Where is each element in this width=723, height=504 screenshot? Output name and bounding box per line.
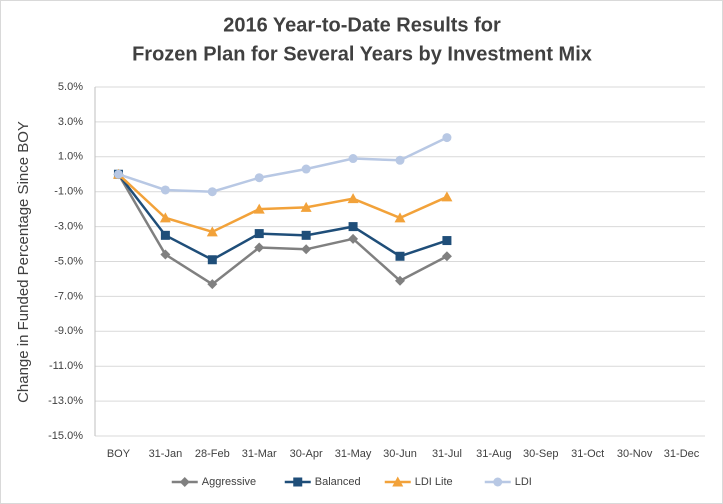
data-point (394, 212, 406, 223)
y-tick-label: -3.0% (54, 221, 83, 233)
data-point (347, 193, 359, 204)
data-point (301, 230, 311, 240)
data-point (395, 275, 405, 286)
x-tick-label: 30-Apr (290, 448, 323, 460)
legend-label: Aggressive (202, 476, 256, 488)
legend-marker (293, 477, 303, 487)
chart-subtitle: Frozen Plan for Several Years by Investm… (132, 43, 592, 65)
series-line (117, 173, 448, 234)
data-point (254, 242, 265, 253)
data-point (395, 251, 405, 261)
data-point (207, 255, 217, 265)
data-point (254, 173, 264, 183)
legend-marker (179, 477, 190, 487)
data-point (253, 203, 265, 214)
x-tick-label: 31-Dec (664, 448, 700, 460)
y-tick-label: -7.0% (54, 290, 83, 302)
data-point (159, 212, 171, 223)
data-point (441, 191, 453, 202)
x-tick-label: 31-Jan (149, 448, 183, 460)
legend-label: Balanced (315, 476, 361, 488)
x-tick-label: BOY (107, 448, 131, 460)
series-line (117, 173, 448, 262)
data-point (348, 154, 358, 164)
series-line (118, 136, 448, 193)
y-tick-label: -11.0% (49, 360, 83, 372)
data-point (301, 164, 311, 174)
legend-marker (392, 476, 404, 487)
x-tick-label: 30-Sep (523, 448, 558, 460)
data-point (207, 279, 218, 290)
y-tick-label: -5.0% (54, 255, 83, 267)
x-tick-label: 30-Nov (617, 448, 653, 460)
data-point (442, 236, 452, 246)
x-tick-label: 30-Jun (383, 448, 417, 460)
y-tick-label: 3.0% (58, 116, 83, 128)
data-point (301, 244, 312, 255)
legend-label: LDI Lite (415, 476, 453, 488)
data-point (207, 187, 217, 197)
y-tick-label: 5.0% (58, 81, 83, 93)
x-tick-label: 31-Aug (476, 448, 511, 460)
data-point (160, 185, 170, 195)
data-point (348, 233, 359, 244)
x-tick-label: 31-Jul (432, 448, 462, 460)
data-point (395, 155, 405, 165)
series-line (117, 173, 448, 286)
data-point (206, 226, 218, 237)
y-tick-label: -1.0% (54, 186, 83, 198)
y-tick-label: 1.0% (58, 151, 83, 163)
x-tick-label: 28-Feb (195, 448, 230, 460)
y-axis-title: Change in Funded Percentage Since BOY (15, 121, 32, 403)
y-tick-label: -15.0% (48, 430, 83, 442)
data-point (300, 201, 312, 212)
x-tick-label: 31-Oct (571, 448, 604, 460)
y-tick-label: -13.0% (48, 395, 83, 407)
legend-marker (493, 477, 503, 487)
legend-label: LDI (515, 476, 532, 488)
data-point (441, 251, 452, 262)
data-point (160, 230, 170, 240)
data-point (348, 222, 358, 232)
data-point (254, 229, 264, 239)
data-point (160, 249, 171, 260)
data-point (442, 133, 452, 143)
x-tick-label: 31-May (335, 448, 372, 460)
x-tick-label: 31-Mar (242, 448, 277, 460)
chart-title: 2016 Year-to-Date Results for (223, 14, 501, 36)
y-tick-label: -9.0% (54, 325, 83, 337)
data-point (113, 169, 123, 179)
